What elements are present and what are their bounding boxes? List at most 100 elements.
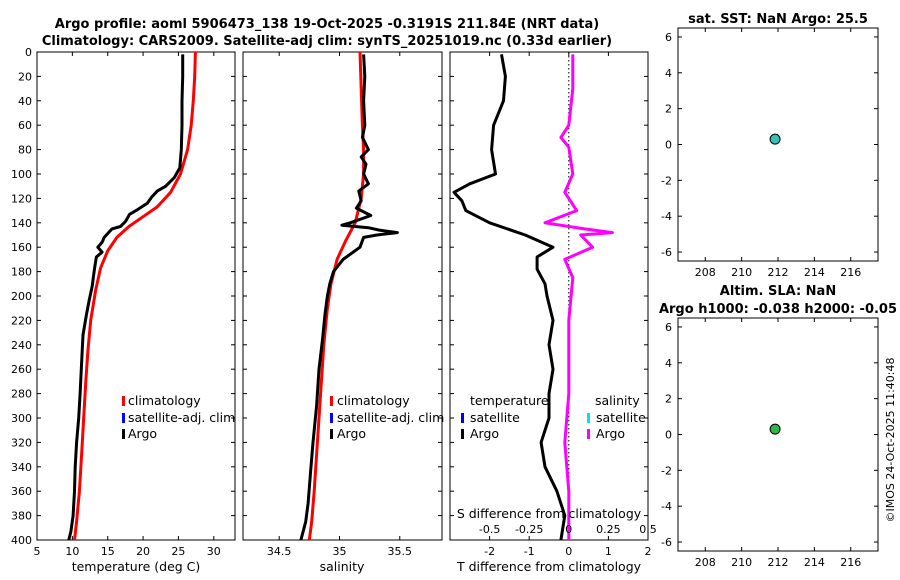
- x-tick-label: 15: [101, 545, 115, 558]
- legend-swatch-satellite: [330, 413, 333, 423]
- x-tick-label: 30: [207, 545, 221, 558]
- legend-argo: Argo: [128, 426, 157, 441]
- y-tick-label: 6: [665, 31, 672, 44]
- x-tick-label: 25: [171, 545, 185, 558]
- depth-tick-label: 400: [11, 534, 32, 547]
- y-tick-label: 2: [665, 103, 672, 116]
- legend-swatch-s-satellite: [587, 413, 590, 423]
- legend-swatch-climatology: [122, 396, 125, 406]
- series-climatology-line: [73, 51, 197, 541]
- temperature-xlabel: temperature (deg C): [72, 559, 201, 574]
- depth-tick-label: 120: [11, 192, 32, 205]
- s-diff-tick-label: -0.25: [515, 523, 543, 536]
- y-tick-label: 0: [665, 429, 672, 442]
- legend-swatch-climatology: [330, 396, 333, 406]
- temperature-legend: climatology satellite-adj. clim Argo: [122, 393, 235, 441]
- difference-legend: temperature satellite Argo salinity sate…: [461, 393, 646, 441]
- depth-tick-label: 240: [11, 339, 32, 352]
- x-tick-label: -2: [484, 545, 495, 558]
- legend-s-satellite: satellite: [596, 410, 646, 425]
- legend-argo: Argo: [337, 426, 366, 441]
- y-tick-label: -2: [661, 464, 672, 477]
- x-tick-label: 208: [695, 266, 716, 279]
- depth-tick-label: 40: [18, 95, 32, 108]
- s-diff-tick-label: 0.5: [639, 523, 657, 536]
- legend-satellite-adj-clim: satellite-adj. clim: [128, 410, 235, 425]
- legend-swatch-t-argo: [461, 429, 464, 439]
- legend-climatology: climatology: [337, 393, 410, 408]
- series-climatology-line: [307, 51, 366, 541]
- y-tick-label: 2: [665, 393, 672, 406]
- y-tick-label: -6: [661, 536, 672, 549]
- x-tick-label: 2: [645, 545, 652, 558]
- y-tick-label: -4: [661, 500, 672, 513]
- x-tick-label: 214: [804, 556, 825, 569]
- salinity-panel: 34.5 35 35.5 salinity climatology satellit…: [242, 51, 444, 574]
- x-tick-label: 216: [840, 556, 861, 569]
- x-tick-label: 5: [34, 545, 41, 558]
- s-diff-tick-label: -0.5: [479, 523, 500, 536]
- series-argo-line: [67, 54, 185, 541]
- sla-title: Altim. SLA: NaN: [720, 284, 836, 299]
- salinity-legend: climatology satellite-adj. clim Argo: [330, 393, 444, 441]
- y-tick-label: 6: [665, 321, 672, 334]
- s-diff-tick-label: 0: [565, 523, 572, 536]
- legend-climatology: climatology: [128, 393, 201, 408]
- series-t-argo-line: [452, 54, 567, 541]
- sst-panel: sat. SST: NaN Argo: 25.5 -6 -4 -2 0 2 4 6 208 21…: [661, 12, 879, 279]
- legend-swatch-argo: [330, 429, 333, 439]
- difference-axes-frame: [449, 51, 649, 541]
- depth-tick-label: 320: [11, 436, 32, 449]
- depth-tick-label: 360: [11, 485, 32, 498]
- difference-xlabel: T difference from climatology: [456, 559, 642, 574]
- y-tick-label: 4: [665, 357, 672, 370]
- salinity-xlabel: salinity: [320, 559, 365, 574]
- depth-tick-label: 100: [11, 168, 32, 181]
- x-tick-label: 212: [768, 556, 789, 569]
- title-line-2: Climatology: CARS2009. Satellite-adj cli…: [42, 34, 612, 49]
- sst-argo-point: [769, 133, 781, 145]
- depth-tick-label: 340: [11, 461, 32, 474]
- legend-swatch-satellite: [122, 413, 125, 423]
- x-tick-label: 216: [840, 266, 861, 279]
- y-tick-label: 4: [665, 67, 672, 80]
- depth-tick-label: 0: [25, 46, 32, 59]
- legend-swatch-s-argo: [587, 429, 590, 439]
- x-tick-label: 0: [565, 545, 572, 558]
- depth-tick-label: 180: [11, 266, 32, 279]
- legend-t-satellite: satellite: [470, 410, 520, 425]
- sla-argo-point: [769, 423, 781, 435]
- x-tick-label: -1: [524, 545, 535, 558]
- depth-tick-label: 60: [18, 119, 32, 132]
- sla-axes-frame: [677, 317, 879, 552]
- depth-tick-label: 160: [11, 241, 32, 254]
- y-tick-label: -6: [661, 246, 672, 259]
- depth-tick-label: 380: [11, 510, 32, 523]
- y-tick-label: 0: [665, 139, 672, 152]
- legend-swatch-argo: [122, 429, 125, 439]
- x-tick-label: 208: [695, 556, 716, 569]
- depth-tick-label: 280: [11, 388, 32, 401]
- temperature-panel: 0 20 40 60 80 100 120 140 160 180 200 220 240 260 280 3…: [11, 46, 236, 574]
- legend-satellite-adj-clim: satellite-adj. clim: [337, 410, 444, 425]
- x-tick-label: 210: [731, 266, 752, 279]
- y-tick-label: -2: [661, 174, 672, 187]
- x-tick-label: 10: [65, 545, 79, 558]
- imos-watermark: ©IMOS 24-Oct-2025 11:40:48: [884, 357, 897, 522]
- x-tick-label: 34.5: [267, 545, 292, 558]
- sla-subtitle: Argo h1000: -0.038 h2000: -0.05: [659, 302, 897, 317]
- x-tick-label: 35: [332, 545, 346, 558]
- x-tick-label: 1: [605, 545, 612, 558]
- sst-title: sat. SST: NaN Argo: 25.5: [688, 12, 868, 27]
- legend-swatch-t-satellite: [461, 413, 464, 423]
- x-tick-label: 214: [804, 266, 825, 279]
- temperature-axes-frame: [36, 51, 236, 541]
- x-tick-label: 210: [731, 556, 752, 569]
- salinity-axes-frame: [242, 51, 443, 541]
- x-tick-label: 35.5: [388, 545, 413, 558]
- difference-xlabel-top: S difference from climatology: [457, 506, 642, 521]
- title-line-1: Argo profile: aoml 5906473_138 19-Oct-20…: [55, 17, 599, 32]
- x-tick-label: 212: [768, 266, 789, 279]
- s-diff-tick-label: 0.25: [596, 523, 621, 536]
- depth-tick-label: 20: [18, 70, 32, 83]
